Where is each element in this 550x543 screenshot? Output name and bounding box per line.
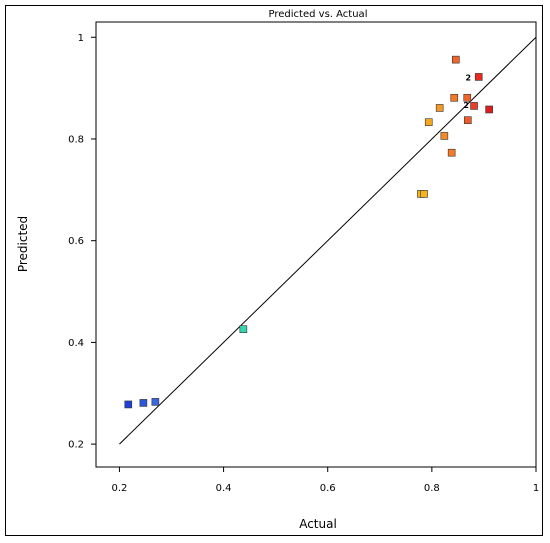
y-tick-label: 0.8 [68,134,84,145]
chart-frame [5,5,543,536]
data-point [463,116,472,124]
x-tick-label: 0.8 [424,483,440,494]
data-point [420,190,428,198]
data-point [450,93,459,102]
y-axis: 0.2 0.4 0.6 0.8 1 [68,33,96,451]
y-axis-title: Predicted [16,216,30,272]
chart-title: Predicted vs. Actual [269,9,368,20]
plot-area [95,21,537,468]
data-point [440,132,449,140]
data-point [474,73,483,81]
data-point [139,399,148,407]
data-point [424,118,433,126]
data-point [435,104,444,112]
y-tick-label: 0.2 [68,440,84,451]
y-tick-label: 0.4 [68,338,84,349]
data-point [470,102,478,110]
point-count-label: 2 [463,101,469,110]
y-tick-label: 0.6 [68,236,84,247]
reference-line [119,36,537,445]
x-tick-label: 0.6 [320,483,336,494]
x-tick-label: 0.2 [111,483,127,494]
data-points [124,55,493,409]
data-point [151,398,160,406]
x-axis-title: Actual [299,517,337,531]
y-tick-label: 1 [78,33,84,44]
data-point [124,400,133,409]
x-axis: 0.2 0.4 0.6 0.8 1 [111,467,539,494]
data-point [452,55,460,64]
x-tick-label: 0.4 [216,483,232,494]
data-point [463,93,472,102]
point-count-label: 2 [466,73,472,82]
point-count-labels: 22 [463,73,471,109]
x-tick-label: 1 [533,483,539,494]
data-point [447,148,456,157]
data-point [239,325,248,333]
data-point [485,105,493,114]
